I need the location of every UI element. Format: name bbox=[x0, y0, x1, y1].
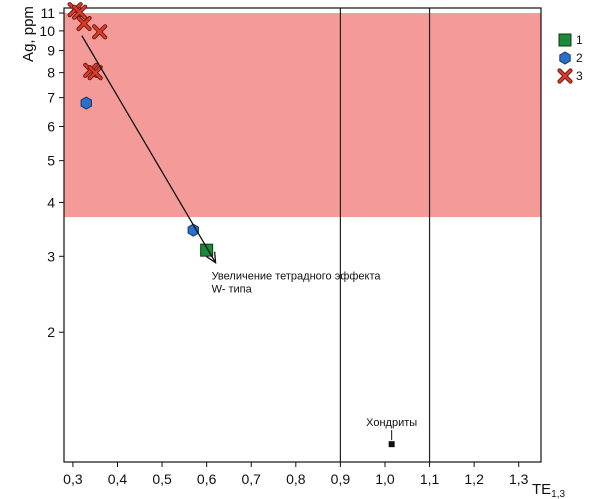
trend-arrow-line bbox=[81, 35, 217, 263]
data-point-series-3 bbox=[87, 65, 103, 81]
y-tick-label: 9 bbox=[47, 43, 55, 59]
legend-label: 2 bbox=[576, 51, 583, 65]
trend-label-line: W- типа bbox=[212, 284, 253, 296]
y-tick-label: 11 bbox=[40, 5, 55, 21]
data-point-series-2 bbox=[187, 223, 199, 237]
x-tick-label: 1,2 bbox=[464, 471, 484, 487]
legend-label: 1 bbox=[576, 33, 583, 47]
x-tick-label: 0,7 bbox=[241, 471, 261, 487]
y-tick-label: 4 bbox=[47, 194, 55, 210]
y-tick-label: 3 bbox=[47, 248, 55, 264]
x-axis-title-subscript: 1,3 bbox=[551, 489, 565, 499]
y-axis-title: Ag, ppm bbox=[20, 6, 37, 62]
legend-marker-2 bbox=[559, 51, 571, 65]
x-tick-label: 0,5 bbox=[152, 471, 172, 487]
x-tick-label: 1,1 bbox=[420, 471, 440, 487]
data-point-series-3 bbox=[76, 15, 92, 32]
y-tick-label: 2 bbox=[47, 324, 55, 340]
legend-marker-1 bbox=[558, 33, 572, 47]
plot-frame bbox=[63, 7, 542, 463]
x-tick-label: 0,4 bbox=[108, 471, 128, 487]
reference-point-marker bbox=[388, 441, 395, 448]
y-tick-label: 5 bbox=[47, 153, 55, 169]
reference-point-label: Хондриты bbox=[366, 417, 417, 429]
legend-label: 3 bbox=[576, 69, 583, 83]
y-tick-label: 7 bbox=[47, 90, 55, 106]
y-tick-label: 6 bbox=[47, 119, 55, 135]
data-point-series-3 bbox=[72, 4, 88, 20]
x-tick-label: 0,3 bbox=[63, 471, 83, 487]
x-tick-label: 1,0 bbox=[375, 471, 395, 487]
x-tick-label: 0,6 bbox=[197, 471, 217, 487]
data-point-series-2 bbox=[80, 96, 92, 110]
y-tick-label: 10 bbox=[39, 23, 55, 39]
y-tick-label: 8 bbox=[47, 65, 55, 81]
x-axis-title: TE1,3 bbox=[532, 481, 566, 499]
shaded-region bbox=[64, 13, 541, 218]
x-tick-label: 1,3 bbox=[509, 471, 529, 487]
trend-arrow-head bbox=[206, 251, 217, 264]
x-tick-label: 0,9 bbox=[331, 471, 351, 487]
x-tick-label: 0,8 bbox=[286, 471, 306, 487]
x-axis-title-main: TE bbox=[532, 481, 551, 498]
data-point-series-3 bbox=[92, 24, 108, 40]
legend-marker-3 bbox=[557, 68, 573, 84]
trend-label-line: Увеличение тетрадного эффекта bbox=[212, 271, 382, 283]
